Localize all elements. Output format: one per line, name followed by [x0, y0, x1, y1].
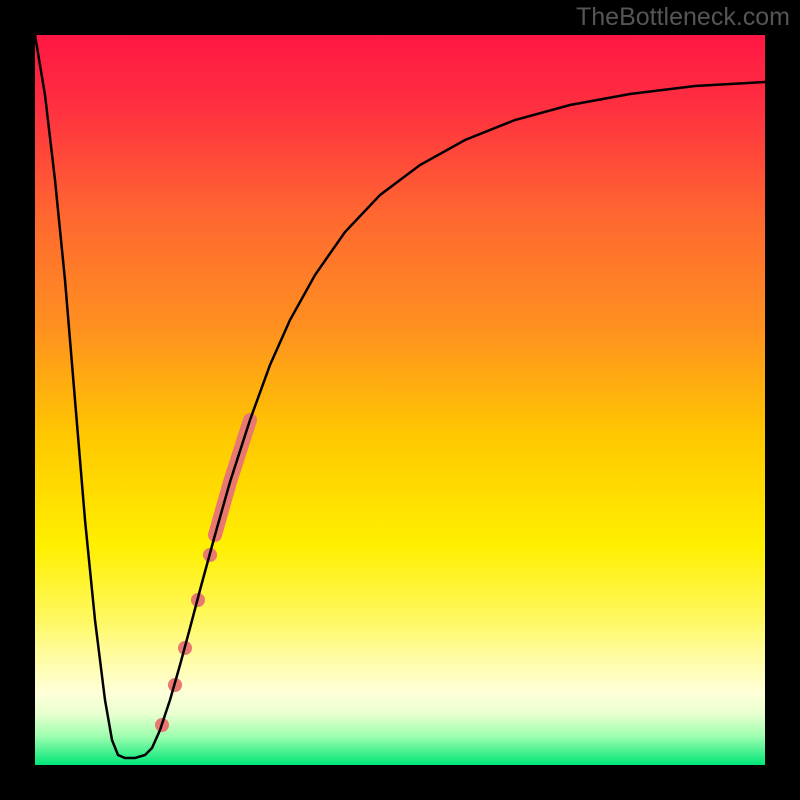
bottleneck-chart: TheBottleneck.com — [0, 0, 800, 800]
watermark-text: TheBottleneck.com — [576, 3, 790, 31]
chart-background-gradient — [35, 35, 765, 765]
chart-svg: TheBottleneck.com — [0, 0, 800, 800]
